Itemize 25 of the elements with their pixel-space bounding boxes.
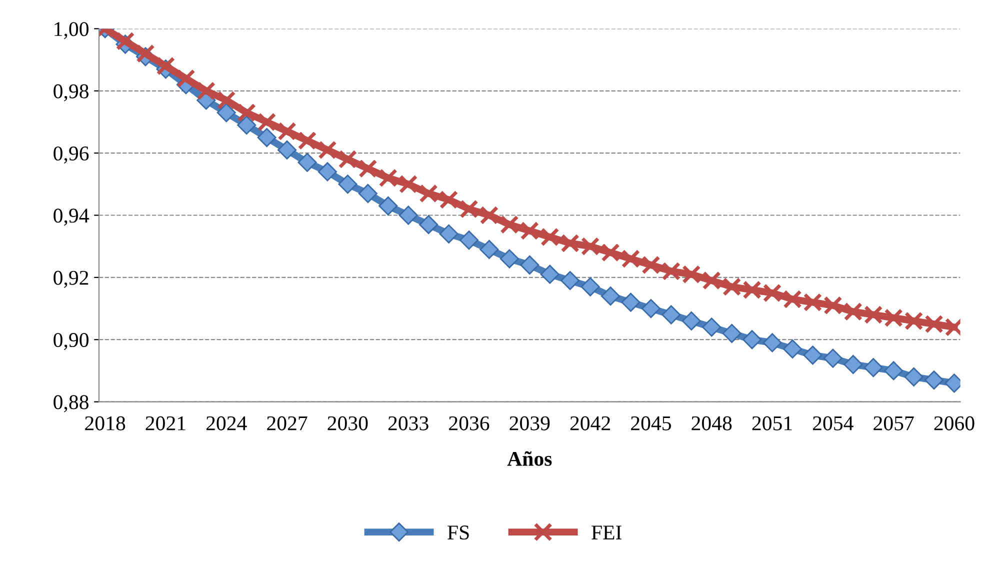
x-axis-title: Años	[507, 451, 552, 466]
x-tick-label: 2033	[388, 416, 428, 430]
legend-label: FS	[448, 526, 469, 540]
y-tick-label: 0,88	[54, 395, 88, 412]
x-tick-label: 2030	[328, 416, 368, 430]
x-tick-label: 2048	[692, 416, 732, 430]
x-tick-label: 2045	[631, 416, 671, 430]
x-tick-label: 2051	[752, 416, 792, 430]
x-tick-label: 2018	[85, 416, 126, 430]
y-tick-label: 0,94	[54, 208, 89, 226]
x-tick-label: 2027	[267, 416, 308, 430]
x-tick-label: 2042	[570, 416, 610, 430]
x-tick-label: 2021	[146, 416, 186, 430]
x-tick-label: 2024	[206, 416, 247, 430]
y-tick-label: 0,90	[54, 332, 88, 350]
x-tick-label: 2039	[510, 416, 550, 430]
y-tick-label: 0,92	[54, 270, 88, 288]
y-tick-label: 0,96	[54, 146, 89, 164]
x-tick-label: 2036	[449, 416, 490, 430]
legend-label: FEI	[592, 526, 622, 540]
x-tick-label: 2054	[813, 416, 854, 430]
y-tick-label: 1,00	[54, 22, 88, 40]
x-tick-label: 2057	[874, 416, 914, 430]
y-tick-label: 0,98	[54, 84, 88, 102]
x-tick-label: 2060	[934, 416, 974, 430]
